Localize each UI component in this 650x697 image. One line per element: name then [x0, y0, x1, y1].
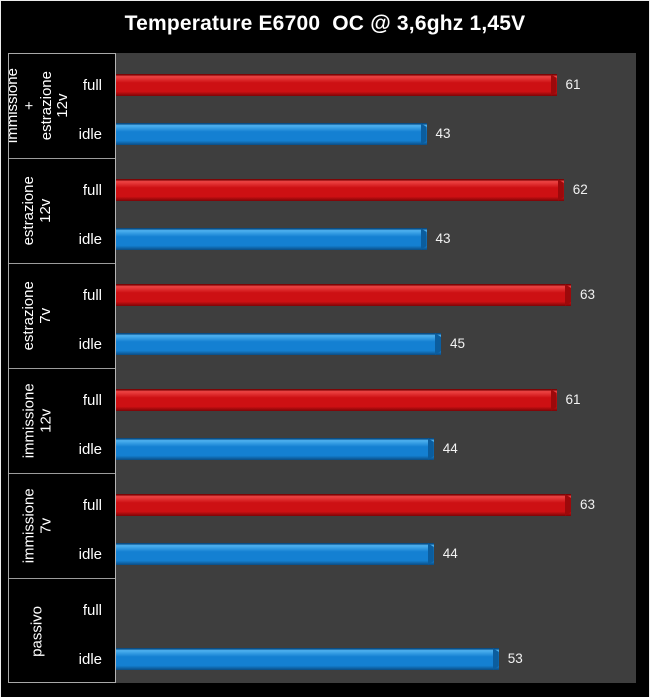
series-label-full: full — [82, 392, 102, 409]
category-cell: passivo full idle — [9, 579, 115, 682]
category-label-wrap: immissione 7v — [9, 474, 67, 578]
series-label-idle: idle — [78, 231, 102, 248]
category-cell: immissione + estrazione 12v full idle — [9, 54, 115, 159]
category-cell: immissione 12v full idle — [9, 369, 115, 474]
bar-idle — [116, 228, 427, 250]
bar-value-label: 43 — [435, 231, 451, 246]
category-label-wrap: estrazione 7v — [9, 264, 67, 368]
series-label-idle: idle — [78, 336, 102, 353]
bar-full — [116, 74, 557, 96]
series-label-full: full — [82, 287, 102, 304]
bar-group: 63 44 — [116, 473, 636, 578]
category-label: immissione 12v — [20, 383, 55, 459]
bar-group: 61 43 — [116, 53, 636, 158]
bar-value-label: 63 — [580, 497, 596, 512]
bar-group: 62 43 — [116, 158, 636, 263]
plot-area: 61 43 62 43 63 45 61 44 63 44 53 — [116, 53, 636, 683]
category-cell: estrazione 7v full idle — [9, 264, 115, 369]
series-label-idle: idle — [78, 546, 102, 563]
series-label-full: full — [82, 182, 102, 199]
bar-value-label: 61 — [565, 77, 581, 92]
bar-value-label: 45 — [450, 336, 466, 351]
bar-full — [116, 179, 564, 201]
chart-title: Temperature E6700 OC @ 3,6ghz 1,45V — [124, 12, 526, 35]
category-label-wrap: passivo — [9, 579, 67, 682]
category-cell: estrazione 12v full idle — [9, 159, 115, 264]
category-label: estrazione 12v — [20, 176, 54, 246]
series-label-idle: idle — [78, 651, 102, 668]
bar-value-label: 44 — [442, 441, 458, 456]
bar-value-label: 44 — [442, 546, 458, 561]
category-label: estrazione 7v — [20, 281, 54, 351]
bar-value-label: 62 — [572, 182, 588, 197]
bar-full — [116, 494, 571, 516]
bar-group: 63 45 — [116, 263, 636, 368]
category-axis: immissione + estrazione 12v full idle estra… — [8, 53, 116, 683]
category-label: immissione 7v — [20, 488, 55, 564]
series-label-idle: idle — [78, 441, 102, 458]
bar-value-label: 61 — [565, 392, 581, 407]
category-cell: immissione 7v full idle — [9, 474, 115, 579]
series-label-full: full — [82, 497, 102, 514]
bar-group: 61 44 — [116, 368, 636, 473]
bar-idle — [116, 333, 441, 355]
bar-idle — [116, 648, 499, 670]
bar-idle — [116, 123, 427, 145]
bar-idle — [116, 438, 434, 460]
category-label-wrap: immissione + estrazione 12v — [9, 54, 71, 158]
bar-group: 53 — [116, 578, 636, 683]
series-label-full: full — [82, 602, 102, 619]
series-label-idle: idle — [78, 126, 102, 143]
series-label-full: full — [82, 77, 102, 94]
bar-value-label: 63 — [580, 287, 596, 302]
bar-value-label: 43 — [435, 126, 451, 141]
category-label-wrap: immissione 12v — [9, 369, 67, 473]
category-label: passivo — [28, 606, 46, 657]
bar-idle — [116, 543, 434, 565]
bar-full — [116, 284, 571, 306]
bar-full — [116, 389, 557, 411]
category-label-wrap: estrazione 12v — [9, 159, 67, 263]
bar-value-label: 53 — [507, 651, 523, 666]
